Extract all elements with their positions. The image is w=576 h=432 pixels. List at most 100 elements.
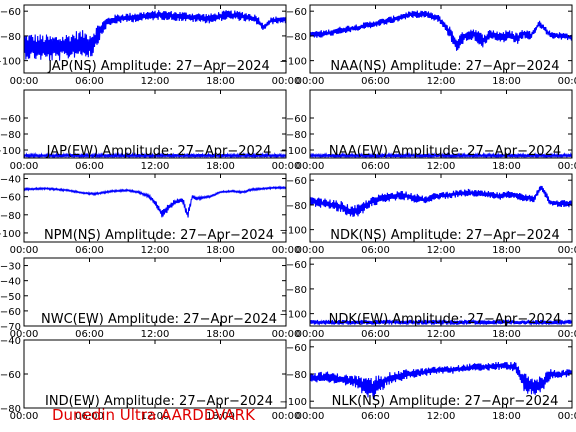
y-tick-label: −60: [0, 370, 21, 381]
y-tick-label: −60: [286, 114, 307, 125]
y-tick-label: −50: [0, 292, 21, 303]
x-tick-label: 18:00: [206, 245, 235, 256]
x-tick-label: 18:00: [206, 329, 235, 340]
y-tick-label: −100: [280, 146, 307, 157]
y-tick-label: −100: [280, 397, 307, 408]
x-tick-label: 18:00: [492, 329, 521, 340]
trace-line: [310, 318, 572, 326]
y-tick-label: −60: [286, 260, 307, 271]
x-tick-label: 12:00: [141, 329, 170, 340]
chart-title: NPM(NS) Amplitude: 27−Apr−2024: [44, 228, 274, 243]
chart-title: NDK(NS) Amplitude: 27−Apr−2024: [330, 228, 560, 243]
x-tick-label: 18:00: [206, 76, 235, 87]
x-tick-label: 00:00: [10, 76, 39, 87]
y-tick-label: −60: [286, 176, 307, 187]
x-tick-label: 00:00: [10, 161, 39, 172]
y-tick-label: −80: [286, 285, 307, 296]
x-tick-label: 00:00: [272, 76, 301, 87]
x-tick-label: 06:00: [361, 411, 390, 422]
y-tick-label: −40: [0, 277, 21, 288]
chart-panel-naa-ns: −60 −80 −100 00:00 06:00 12:00 18:00 00:00 NAA(N…: [280, 4, 576, 87]
y-tick-label: −40: [0, 336, 21, 347]
x-tick-label: 00:00: [296, 76, 325, 87]
y-tick-label: −70: [0, 322, 21, 333]
x-tick-label: 06:00: [361, 76, 390, 87]
trace-line: [310, 10, 572, 51]
x-tick-label: 18:00: [492, 245, 521, 256]
footer-credit: Dunedin Ultra AARDDVARK: [52, 406, 255, 424]
chart-title: IND(EW) Amplitude: 27−Apr−2024: [45, 394, 273, 409]
x-tick-label: 06:00: [75, 329, 104, 340]
y-tick-label: −80: [0, 404, 21, 415]
x-tick-label: 00:00: [558, 411, 576, 422]
y-tick-label: −60: [0, 193, 21, 204]
x-tick-label: 18:00: [206, 411, 235, 422]
x-tick-label: 06:00: [75, 245, 104, 256]
y-tick-label: −100: [0, 229, 21, 240]
y-tick-label: −100: [0, 57, 21, 68]
y-tick-label: −60: [0, 307, 21, 318]
x-tick-label: 12:00: [141, 411, 170, 422]
chart-panel-nlk-ns: −60 −80 −100 00:00 06:00 12:00 18:00 00:00 NLK(N…: [280, 339, 576, 422]
y-tick-label: −60: [0, 7, 21, 18]
x-tick-label: 18:00: [492, 411, 521, 422]
y-tick-label: −80: [286, 32, 307, 43]
x-tick-label: 12:00: [427, 76, 456, 87]
chart-panel-ndk-ew: −60 −80 −100 00:00 06:00 12:00 18:00 00:00 NDK(E…: [280, 257, 576, 340]
y-tick-label: −80: [0, 211, 21, 222]
chart-title: NLK(NS) Amplitude: 27−Apr−2024: [332, 394, 559, 409]
x-tick-label: 00:00: [296, 245, 325, 256]
y-tick-label: −100: [280, 57, 307, 68]
x-tick-label: 00:00: [272, 411, 301, 422]
chart-panel-jap-ew: −60−80−10000:0006:0012:0018:0000:00JAP(E…: [0, 89, 301, 172]
x-tick-label: 00:00: [558, 329, 576, 340]
y-tick-label: −100: [280, 310, 307, 321]
x-tick-label: 00:00: [296, 329, 325, 340]
trace-line: [24, 10, 286, 61]
y-tick-label: −100: [280, 226, 307, 237]
y-tick-label: −40: [0, 175, 21, 186]
chart-title: NAA(NS) Amplitude: 27−Apr−2024: [330, 59, 559, 74]
chart-panel-npm-ns: −40 −60 −80 −100 00:00 06:00 12:00 18:00 00:00 NP…: [0, 173, 301, 256]
x-tick-label: 12:00: [141, 161, 170, 172]
x-tick-label: 18:00: [492, 161, 521, 172]
chart-panel-naa-ew: −60 −80 −100 00:00 06:00 12:00 18:00 00:00 NAA(E…: [280, 89, 576, 172]
x-tick-label: 00:00: [558, 76, 576, 87]
x-tick-label: 00:00: [272, 161, 301, 172]
chart-title: NAA(EW) Amplitude: 27−Apr−2024: [329, 144, 561, 159]
x-tick-label: 06:00: [361, 161, 390, 172]
chart-panel-ndk-ns: −60 −80 −100 00:00 06:00 12:00 18:00 00:00 NDK(N…: [280, 173, 576, 256]
x-tick-label: 00:00: [296, 161, 325, 172]
y-tick-label: −80: [286, 130, 307, 141]
y-tick-label: −100: [0, 146, 21, 157]
y-tick-label: −60: [286, 7, 307, 18]
y-tick-label: −30: [0, 262, 21, 273]
chart-title: NDK(EW) Amplitude: 27−Apr−2024: [329, 312, 562, 327]
trace-line: [310, 185, 572, 217]
trace-line: [310, 361, 572, 400]
x-tick-label: 06:00: [361, 329, 390, 340]
y-tick-label: −80: [0, 130, 21, 141]
x-tick-label: 00:00: [272, 329, 301, 340]
x-tick-label: 12:00: [427, 329, 456, 340]
x-tick-label: 12:00: [427, 411, 456, 422]
x-tick-label: 00:00: [296, 411, 325, 422]
x-tick-label: 00:00: [10, 411, 39, 422]
chart-title: JAP(EW) Amplitude: 27−Apr−2024: [46, 144, 272, 159]
y-tick-label: −60: [0, 114, 21, 125]
y-tick-label: −80: [0, 32, 21, 43]
x-tick-label: 06:00: [75, 161, 104, 172]
x-tick-label: 18:00: [492, 76, 521, 87]
x-tick-label: 12:00: [427, 161, 456, 172]
x-tick-label: 00:00: [272, 245, 301, 256]
x-tick-label: 12:00: [427, 245, 456, 256]
y-tick-label: −60: [286, 343, 307, 354]
x-tick-label: 06:00: [361, 245, 390, 256]
x-tick-label: 12:00: [141, 76, 170, 87]
trace-line: [24, 185, 286, 218]
chart-title: JAP(NS) Amplitude: 27−Apr−2024: [47, 59, 270, 74]
x-tick-label: 06:00: [75, 76, 104, 87]
